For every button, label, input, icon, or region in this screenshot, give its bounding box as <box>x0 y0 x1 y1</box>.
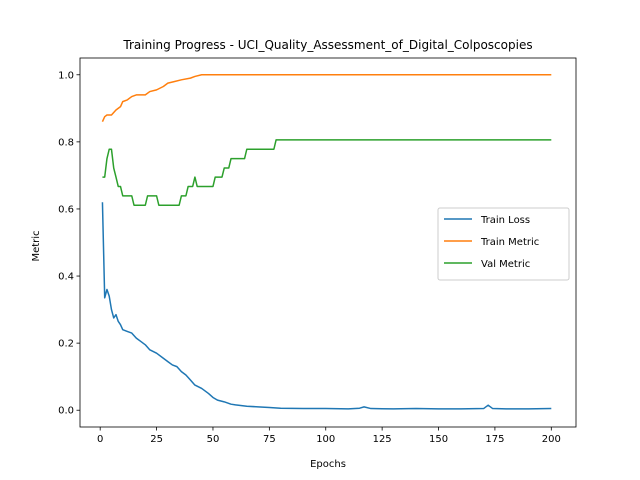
legend-label-2: Val Metric <box>481 259 530 270</box>
series-line-2 <box>102 139 552 207</box>
x-tick-label: 100 <box>316 434 335 445</box>
legend-label-1: Train Metric <box>480 237 539 248</box>
x-tick-label: 125 <box>373 434 392 445</box>
legend-box <box>437 207 570 281</box>
y-axis-title: Metric <box>31 230 42 261</box>
chart-title: Training Progress - UCI_Quality_Assessme… <box>122 38 532 52</box>
x-tick-label: 150 <box>429 434 448 445</box>
legend: Train Loss Train Metric Val Metric <box>437 207 570 281</box>
plot-frame <box>79 57 577 428</box>
y-tick-label: 0.2 <box>58 339 74 350</box>
y-tick-label: 1.0 <box>58 70 74 81</box>
y-axis: 0.0 0.2 0.4 0.6 0.8 1.0 <box>58 70 80 417</box>
x-axis: 0 25 50 75 100 125 150 175 200 <box>97 427 561 445</box>
series-line-1 <box>101 74 552 123</box>
x-tick-label: 175 <box>485 434 504 445</box>
x-tick-label: 50 <box>207 434 220 445</box>
x-axis-title: Epochs <box>310 459 346 470</box>
plot-area <box>101 74 552 410</box>
x-tick-label: 25 <box>150 434 163 445</box>
y-tick-label: 0.6 <box>58 204 74 215</box>
y-tick-label: 0.0 <box>58 406 74 417</box>
x-tick-label: 75 <box>263 434 276 445</box>
x-tick-label: 0 <box>97 434 103 445</box>
y-tick-label: 0.8 <box>58 137 74 148</box>
series-line-0 <box>101 202 552 410</box>
y-tick-label: 0.4 <box>58 272 74 283</box>
legend-label-0: Train Loss <box>480 215 530 226</box>
x-tick-label: 200 <box>542 434 561 445</box>
